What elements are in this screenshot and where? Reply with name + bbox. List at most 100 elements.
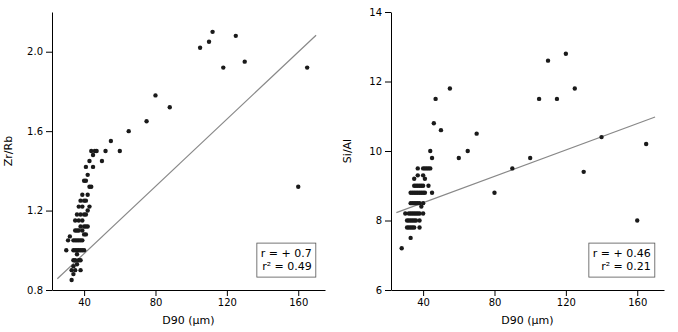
- point: [296, 185, 300, 189]
- x-axis-line: [53, 290, 326, 291]
- point: [528, 156, 532, 160]
- point: [91, 153, 95, 157]
- y-axis-title: Zr/Rb: [2, 136, 15, 166]
- tick: 14: [369, 7, 391, 18]
- point: [168, 105, 172, 109]
- regression-line: [396, 117, 655, 213]
- point: [417, 218, 421, 222]
- point: [582, 170, 586, 174]
- tick-mark: [84, 290, 85, 296]
- tick-label: 160: [289, 297, 308, 308]
- point: [210, 30, 214, 34]
- y-axis-line: [391, 13, 392, 291]
- tick: 80: [150, 290, 163, 308]
- point: [85, 208, 89, 212]
- point: [432, 121, 436, 125]
- point: [68, 234, 72, 238]
- tick-mark: [155, 290, 156, 296]
- y-axis-title: Si/Al: [341, 139, 354, 163]
- point: [466, 149, 470, 153]
- tick-label: 40: [417, 297, 430, 308]
- point: [423, 191, 427, 195]
- point: [555, 97, 559, 101]
- point: [80, 228, 84, 232]
- point: [421, 201, 425, 205]
- point: [573, 86, 577, 90]
- point: [73, 268, 77, 272]
- point: [80, 204, 84, 208]
- annotation-box: [257, 243, 316, 277]
- point: [84, 165, 88, 169]
- point: [103, 149, 107, 153]
- point: [599, 135, 603, 139]
- point: [87, 159, 91, 163]
- tick-mark: [385, 151, 391, 152]
- tick: 2.0: [27, 46, 52, 57]
- x-axis: 4080120160: [53, 290, 326, 308]
- point: [644, 142, 648, 146]
- tick-mark: [637, 290, 638, 296]
- point: [153, 93, 157, 97]
- point: [492, 191, 496, 195]
- point: [564, 52, 568, 56]
- panel: 40801201600.81.21.62.0D90 (μm)Zr/Rbr = +…: [2, 13, 326, 328]
- point: [430, 156, 434, 160]
- tick: 12: [369, 76, 391, 87]
- x-axis-title: D90 (μm): [162, 314, 214, 327]
- point: [84, 198, 88, 202]
- point: [423, 177, 427, 181]
- annotation-text: r² = 0.21: [601, 260, 651, 273]
- tick-label: 10: [369, 146, 382, 157]
- point: [91, 165, 95, 169]
- point: [412, 225, 416, 229]
- point: [426, 184, 430, 188]
- y-axis: 0.81.21.62.0: [27, 13, 52, 296]
- plot-area: [396, 52, 655, 251]
- point: [82, 248, 86, 252]
- point: [428, 166, 432, 170]
- point: [510, 166, 514, 170]
- panel: 408012016068101214D90 (μm)Si/Alr = + 0.4…: [341, 7, 665, 327]
- point: [416, 173, 420, 177]
- tick-label: 80: [489, 297, 502, 308]
- chart: 40801201600.81.21.62.0D90 (μm)Zr/Rbr = +…: [0, 0, 678, 332]
- tick: 40: [417, 290, 430, 308]
- point: [433, 97, 437, 101]
- tick: 6: [376, 285, 391, 296]
- point: [635, 218, 639, 222]
- tick-mark: [385, 82, 391, 83]
- point: [78, 258, 82, 262]
- tick-mark: [385, 12, 391, 13]
- tick-mark: [566, 290, 567, 296]
- tick: 120: [218, 290, 237, 308]
- tick: 0.8: [27, 285, 52, 296]
- tick: 1.6: [27, 126, 52, 137]
- point: [428, 149, 432, 153]
- point: [85, 173, 89, 177]
- point: [109, 139, 113, 143]
- point: [118, 149, 122, 153]
- regression-line: [57, 35, 316, 279]
- annotation: r = + 0.7r² = 0.49: [257, 243, 316, 277]
- tick-mark: [423, 290, 424, 296]
- tick-label: 160: [628, 297, 647, 308]
- annotation: r = + 0.46r² = 0.21: [589, 243, 655, 277]
- point: [85, 224, 89, 228]
- point: [87, 204, 91, 208]
- point: [457, 156, 461, 160]
- point: [234, 34, 238, 38]
- point: [85, 192, 89, 196]
- tick: 120: [557, 290, 576, 308]
- point: [448, 86, 452, 90]
- tick: 8: [376, 215, 391, 226]
- point: [305, 65, 309, 69]
- point: [221, 65, 225, 69]
- point: [400, 246, 404, 250]
- annotation-box: [589, 243, 655, 277]
- tick-mark: [494, 290, 495, 296]
- point: [80, 192, 84, 196]
- tick-label: 80: [150, 297, 163, 308]
- tick-label: 0.8: [27, 285, 43, 296]
- tick-label: 8: [376, 215, 382, 226]
- tick-mark: [385, 221, 391, 222]
